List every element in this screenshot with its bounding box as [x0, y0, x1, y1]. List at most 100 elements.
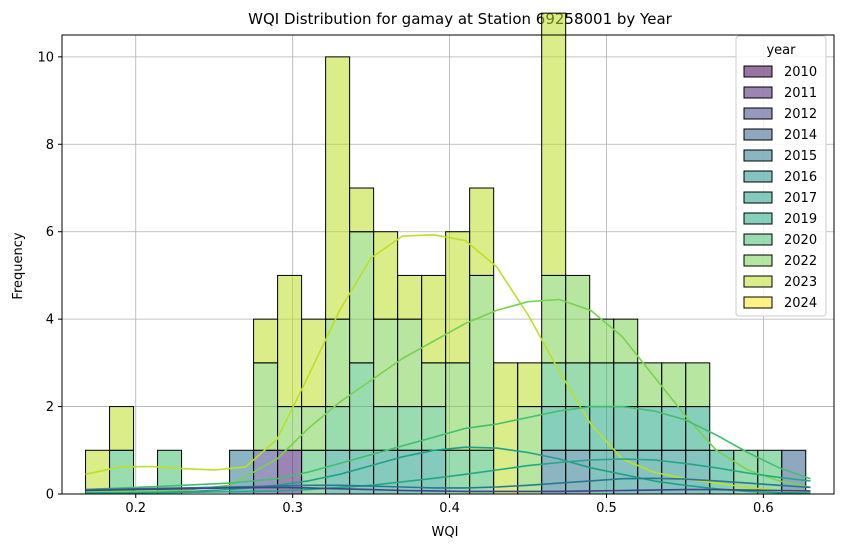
legend-title: year — [766, 43, 796, 58]
legend-swatch-2012 — [743, 107, 773, 120]
histogram-bar-2020 — [541, 362, 567, 408]
histogram-bar-2022 — [445, 362, 471, 451]
histogram-bar-2019 — [661, 406, 687, 451]
histogram-bar-2023 — [373, 231, 399, 320]
legend-frame — [735, 35, 827, 317]
histogram-bar-2020 — [325, 406, 351, 451]
histogram-bar-2023 — [469, 187, 495, 276]
legend-swatch-2023 — [743, 275, 773, 288]
histogram-bar-2022 — [637, 362, 663, 408]
histogram-bar-2023 — [277, 274, 303, 408]
legend-swatch-2016 — [743, 170, 773, 183]
histogram-bar-2022 — [661, 362, 687, 408]
histogram-bar-2023 — [493, 362, 519, 495]
histogram-bar-2020 — [301, 449, 327, 495]
histogram-bars — [85, 12, 807, 495]
legend-label-2024: 2024 — [784, 296, 817, 311]
x-tick-label: 0.3 — [282, 501, 303, 516]
histogram-bar-2022 — [301, 406, 327, 451]
kde-curves — [85, 234, 811, 494]
histogram-bar-2023 — [301, 318, 327, 408]
histogram-bar-2023 — [445, 231, 471, 364]
y-tick-label: 6 — [46, 225, 54, 240]
histogram-bar-2020 — [613, 362, 639, 408]
legend-swatch-2024 — [743, 296, 773, 309]
histogram-bar-2015 — [565, 449, 591, 495]
histogram-bar-2022 — [685, 362, 711, 408]
x-tick-label: 0.5 — [596, 501, 617, 516]
kde-curve-2019 — [85, 458, 811, 494]
y-axis-label: Frequency — [11, 232, 26, 299]
histogram-bar-2020 — [157, 449, 183, 495]
kde-curve-2022 — [85, 298, 811, 493]
histogram-bar-2020 — [421, 406, 447, 451]
legend-label-2022: 2022 — [784, 254, 817, 269]
x-axis-label: WQI — [432, 525, 459, 540]
legend-swatch-2022 — [743, 254, 773, 267]
legend-label-2012: 2012 — [784, 107, 817, 122]
histogram-bar-2016 — [661, 449, 687, 495]
x-tick-label: 0.2 — [125, 501, 146, 516]
chart-title: WQI Distribution for gamay at Station 69… — [248, 10, 672, 28]
y-tick-label: 2 — [46, 400, 54, 415]
legend-swatch-2020 — [743, 233, 773, 246]
histogram-bar-2019 — [637, 406, 663, 451]
y-tick-label: 0 — [46, 488, 54, 503]
plot-frame — [61, 34, 835, 495]
legend-label-2019: 2019 — [784, 212, 817, 227]
histogram-bar-2020 — [589, 362, 615, 408]
y-tick-label: 4 — [46, 313, 54, 328]
x-tick-label: 0.6 — [753, 501, 774, 516]
histogram-bar-2023 — [109, 406, 135, 451]
legend: year 2010 2011 2012 2014 2015 2016 2017 2019 202… — [735, 35, 827, 317]
legend-swatch-2014 — [743, 128, 773, 141]
histogram-bar-2022 — [421, 362, 447, 408]
legend-swatch-2011 — [743, 86, 773, 99]
histogram-bar-2023 — [397, 274, 423, 320]
histogram-bar-2019 — [565, 406, 591, 451]
histogram-bar-2023 — [541, 12, 567, 276]
histogram-bar-2020 — [565, 362, 591, 408]
histogram-bar-2019 — [589, 406, 615, 451]
legend-swatch-2019 — [743, 212, 773, 225]
legend-label-2023: 2023 — [784, 275, 817, 290]
legend-label-2016: 2016 — [784, 170, 817, 185]
histogram-bar-2023 — [253, 318, 279, 364]
legend-label-2017: 2017 — [784, 191, 817, 206]
histogram-bar-2022 — [565, 274, 591, 364]
histogram-bar-2016 — [637, 449, 663, 495]
kde-curve-2015 — [85, 477, 811, 491]
kde-curve-2020 — [85, 405, 811, 491]
legend-label-2015: 2015 — [784, 149, 817, 164]
x-axis-ticks: 0.2 0.3 0.4 0.5 0.6 — [125, 494, 774, 516]
histogram-bar-2020 — [109, 449, 135, 495]
histogram-bar-2022 — [373, 318, 399, 408]
histogram-bar-2020 — [373, 406, 399, 451]
histogram-bar-2023 — [517, 362, 543, 408]
y-tick-label: 8 — [46, 138, 54, 153]
legend-label-2020: 2020 — [784, 233, 817, 248]
histogram-bar-2023 — [325, 56, 351, 320]
histogram-bar-2019 — [709, 449, 735, 495]
histogram-bar-2019 — [613, 406, 639, 451]
histogram-bar-2022 — [469, 274, 495, 451]
legend-swatch-2017 — [743, 191, 773, 204]
legend-swatch-2010 — [743, 65, 773, 78]
histogram-bar-2023 — [349, 187, 375, 233]
histogram-bar-2020 — [349, 362, 375, 451]
legend-label-2011: 2011 — [784, 86, 817, 101]
histogram-bar-2022 — [253, 362, 279, 451]
histogram-bar-2023 — [421, 274, 447, 364]
legend-label-2014: 2014 — [784, 128, 817, 143]
legend-label-2010: 2010 — [784, 65, 817, 80]
kde-curve-2012 — [85, 486, 811, 493]
x-tick-label: 0.4 — [439, 501, 460, 516]
legend-swatch-2015 — [743, 149, 773, 162]
histogram-bar-2016 — [613, 449, 639, 495]
histogram-bar-2022 — [325, 318, 351, 408]
histogram-bar-2022 — [397, 318, 423, 408]
y-axis-ticks: 0 2 4 6 8 10 — [37, 50, 62, 503]
histogram-bar-2022 — [349, 231, 375, 364]
y-tick-label: 10 — [37, 50, 54, 65]
